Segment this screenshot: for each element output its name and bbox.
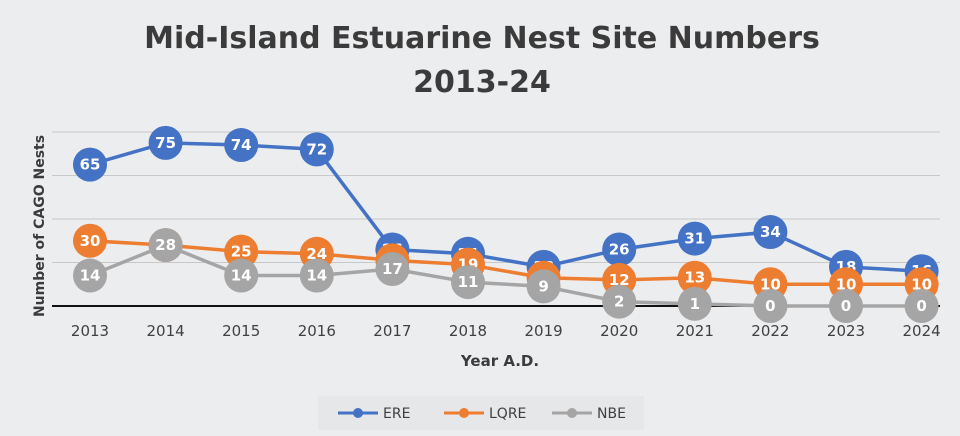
data-label: 14 <box>306 267 327 285</box>
x-tick-label: 2016 <box>298 322 336 340</box>
chart-title: Mid-Island Estuarine Nest Site Numbers <box>144 21 820 56</box>
x-tick-label: 2013 <box>71 322 109 340</box>
data-point <box>602 232 637 267</box>
data-label: 31 <box>684 230 705 248</box>
data-point <box>224 128 259 163</box>
data-label: 14 <box>80 267 101 285</box>
data-label: 13 <box>684 269 705 287</box>
data-label: 11 <box>458 273 479 291</box>
x-tick-label: 2020 <box>600 322 638 340</box>
data-label: 24 <box>306 245 327 263</box>
x-tick-label: 2019 <box>525 322 563 340</box>
data-point <box>73 147 107 182</box>
data-label: 14 <box>231 267 252 285</box>
x-tick-label: 2024 <box>903 322 941 340</box>
y-axis-title: Number of CAGO Nests <box>32 135 48 317</box>
x-tick-label: 2023 <box>827 322 865 340</box>
data-point <box>677 260 712 295</box>
data-point <box>904 289 939 323</box>
legend-entry: NBE <box>597 406 626 422</box>
data-point <box>299 132 334 167</box>
data-label: 0 <box>765 297 775 315</box>
data-point <box>526 269 561 304</box>
data-label: 0 <box>916 297 926 315</box>
data-label: 30 <box>80 232 101 250</box>
data-label: 10 <box>911 275 932 293</box>
data-point <box>148 228 183 263</box>
data-point <box>375 252 410 287</box>
data-point <box>224 258 259 293</box>
data-label: 10 <box>760 275 781 293</box>
data-label: 72 <box>306 140 327 158</box>
data-point <box>224 234 259 269</box>
x-tick-label: 2014 <box>147 322 185 340</box>
data-label: 25 <box>231 243 252 261</box>
data-label: 1 <box>690 295 700 313</box>
data-point <box>753 289 788 323</box>
data-point <box>451 265 485 300</box>
legend: ERE LQRE NBE <box>318 396 644 430</box>
x-axis-ticks: 2013 2014 2015 2016 2017 2018 2019 2020 2021 2022… <box>71 322 941 340</box>
x-tick-label: 2018 <box>449 322 487 340</box>
data-label: 65 <box>80 156 101 174</box>
legend-marker <box>459 408 469 418</box>
data-label: 26 <box>609 240 630 258</box>
data-point <box>73 223 107 258</box>
data-label: 75 <box>155 134 176 152</box>
legend-marker <box>567 408 577 418</box>
data-label: 12 <box>609 271 630 289</box>
legend-entry: LQRE <box>489 406 526 422</box>
x-axis-title: Year A.D. <box>460 352 539 370</box>
data-point <box>829 289 863 323</box>
data-point <box>677 221 712 256</box>
x-tick-label: 2015 <box>222 322 260 340</box>
data-label: 0 <box>841 297 851 315</box>
x-tick-label: 2021 <box>676 322 714 340</box>
data-label: 10 <box>836 275 857 293</box>
series-group: 6575747226241826313418163028252421191312… <box>73 125 939 323</box>
data-label: 28 <box>155 236 176 254</box>
data-point <box>677 286 712 321</box>
data-label: 17 <box>382 260 403 278</box>
legend-entry: ERE <box>383 406 410 422</box>
data-label: 9 <box>538 277 548 295</box>
data-point <box>73 258 107 293</box>
chart-subtitle: 2013-24 <box>413 65 551 100</box>
x-tick-label: 2017 <box>373 322 411 340</box>
data-label: 74 <box>231 136 252 154</box>
data-point <box>299 258 334 293</box>
data-point <box>753 215 788 250</box>
legend-marker <box>353 408 363 418</box>
x-tick-label: 2022 <box>751 322 789 340</box>
data-point <box>148 125 183 160</box>
data-label: 2 <box>614 293 624 311</box>
data-label: 34 <box>760 223 781 241</box>
data-point <box>602 284 637 319</box>
